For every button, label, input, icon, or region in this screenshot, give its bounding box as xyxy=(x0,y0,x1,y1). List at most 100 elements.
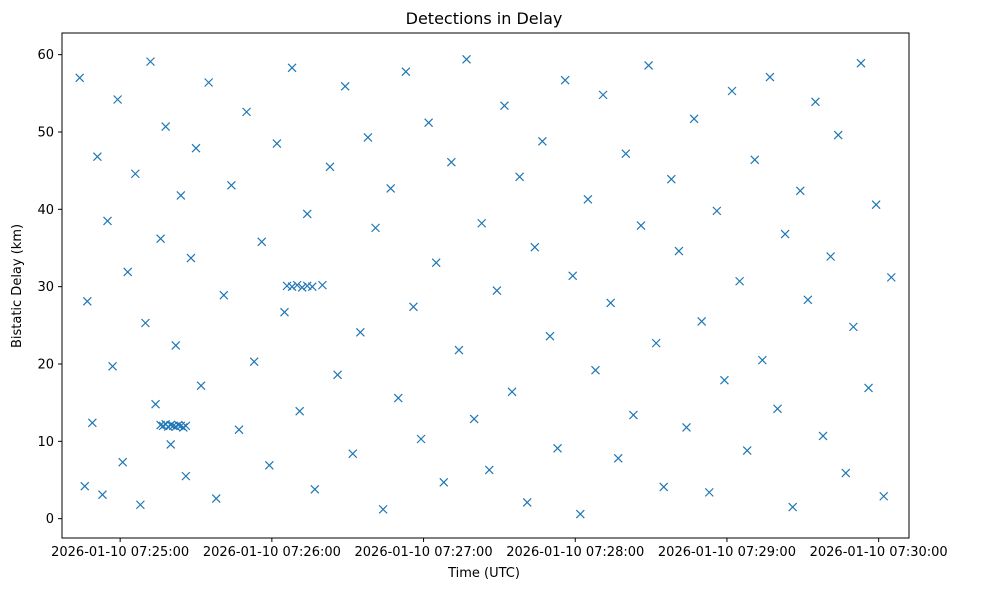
data-point xyxy=(264,460,274,470)
data-point xyxy=(530,242,540,252)
y-axis-label: Bistatic Delay (km) xyxy=(10,224,25,348)
data-point xyxy=(500,101,509,111)
y-tick-label: 30 xyxy=(37,280,54,295)
x-tick-label: 2026-01-10 07:28:00 xyxy=(506,545,644,560)
data-point xyxy=(591,365,600,375)
data-point xyxy=(191,143,201,153)
axis-ticks: 2026-01-10 07:25:00 2026-01-10 07:26:00 20… xyxy=(37,48,947,560)
data-point xyxy=(363,132,373,142)
data-point xyxy=(871,200,881,210)
data-point xyxy=(219,290,229,300)
data-point xyxy=(204,78,214,87)
data-point xyxy=(818,431,828,441)
data-point xyxy=(92,152,102,162)
data-point xyxy=(469,414,479,424)
data-point xyxy=(161,122,171,132)
data-point xyxy=(82,296,92,306)
x-axis-label: Time (UTC) xyxy=(447,566,520,581)
data-point xyxy=(340,81,350,91)
data-point xyxy=(257,237,267,247)
y-tick-label: 0 xyxy=(46,512,54,527)
data-point xyxy=(310,484,320,494)
data-point xyxy=(439,477,449,487)
data-point xyxy=(765,72,775,82)
data-point xyxy=(297,283,307,292)
x-tick-label: 2026-01-10 07:30:00 xyxy=(810,545,948,560)
data-point xyxy=(325,162,335,172)
data-point xyxy=(704,487,714,497)
y-tick-label: 40 xyxy=(37,203,54,218)
data-point xyxy=(123,267,133,277)
data-point xyxy=(431,258,441,268)
data-point xyxy=(166,420,176,430)
data-point xyxy=(424,118,434,128)
data-point xyxy=(249,357,259,367)
data-point xyxy=(416,434,426,444)
data-point xyxy=(735,276,745,286)
y-tick-label: 60 xyxy=(37,48,54,63)
data-point xyxy=(307,282,317,292)
data-point xyxy=(317,280,327,290)
data-point xyxy=(606,298,616,308)
data-point xyxy=(171,341,181,350)
data-point xyxy=(757,355,767,365)
data-point xyxy=(682,422,691,432)
data-point xyxy=(176,190,186,200)
data-point xyxy=(181,471,191,481)
data-point xyxy=(118,457,128,467)
y-tick-label: 20 xyxy=(37,357,54,372)
data-point xyxy=(651,338,661,348)
data-point xyxy=(130,169,140,179)
data-point xyxy=(666,174,676,184)
data-point xyxy=(302,209,312,219)
data-point xyxy=(401,67,411,77)
data-point xyxy=(355,327,365,337)
data-point xyxy=(613,453,623,463)
data-point xyxy=(287,282,297,292)
data-point xyxy=(856,58,866,68)
data-point xyxy=(575,509,585,519)
data-point xyxy=(409,302,418,312)
data-point xyxy=(108,361,117,371)
data-point xyxy=(178,422,188,432)
data-point xyxy=(280,307,289,317)
data-point xyxy=(234,425,244,435)
data-point xyxy=(348,449,358,459)
data-point xyxy=(292,280,302,290)
x-tick-label: 2026-01-10 07:26:00 xyxy=(203,545,341,560)
data-point xyxy=(621,149,631,159)
data-point xyxy=(689,114,699,124)
data-point xyxy=(750,155,760,165)
data-point xyxy=(462,54,471,64)
data-point xyxy=(515,172,525,182)
plot-frame xyxy=(61,32,910,539)
data-point xyxy=(537,136,547,146)
data-point xyxy=(795,186,805,196)
data-point xyxy=(780,229,790,239)
data-point xyxy=(720,375,729,385)
data-point xyxy=(841,468,851,478)
data-point xyxy=(87,418,97,428)
data-point xyxy=(598,90,608,100)
data-point xyxy=(826,252,836,261)
data-point xyxy=(98,490,107,500)
data-point xyxy=(75,73,85,83)
data-point xyxy=(811,97,820,107)
data-point xyxy=(295,406,305,416)
data-point xyxy=(833,130,843,140)
data-point xyxy=(186,253,196,263)
data-point xyxy=(272,139,282,149)
data-point xyxy=(712,206,722,216)
data-point xyxy=(560,75,570,85)
data-points xyxy=(75,54,896,519)
data-point xyxy=(287,63,297,73)
data-point xyxy=(333,370,343,380)
data-point xyxy=(659,482,669,492)
data-point xyxy=(674,246,684,256)
data-point xyxy=(181,421,191,431)
data-point xyxy=(454,345,464,355)
data-point xyxy=(628,410,638,420)
y-tick-label: 10 xyxy=(37,435,54,450)
data-point xyxy=(211,494,221,503)
